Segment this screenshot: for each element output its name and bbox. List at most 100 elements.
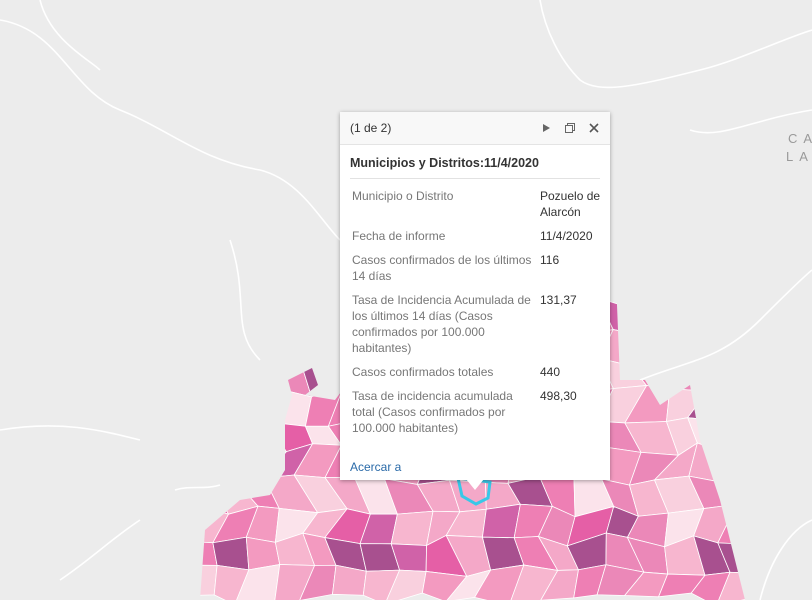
municipality bbox=[61, 475, 101, 511]
municipality bbox=[200, 352, 223, 395]
municipality bbox=[35, 328, 71, 355]
municipality bbox=[145, 446, 189, 477]
municipality bbox=[56, 510, 101, 541]
municipality bbox=[743, 417, 745, 457]
municipality bbox=[67, 565, 102, 600]
municipality bbox=[207, 415, 251, 458]
municipality bbox=[59, 413, 102, 455]
popup-title: Municipios y Distritos:11/4/2020 bbox=[350, 156, 600, 179]
attribute-row: Tasa de incidencia acumulada total (Caso… bbox=[348, 385, 606, 441]
municipality bbox=[152, 565, 188, 600]
municipality bbox=[200, 540, 218, 566]
municipality bbox=[756, 362, 791, 390]
municipality bbox=[690, 571, 731, 600]
municipality bbox=[147, 294, 195, 326]
attribute-value: 131,37 bbox=[540, 293, 577, 307]
municipality bbox=[117, 540, 160, 567]
attribute-value: 498,30 bbox=[540, 389, 577, 403]
municipality bbox=[299, 322, 344, 365]
zoom-to-link[interactable]: Acercar a bbox=[350, 460, 402, 474]
municipality bbox=[36, 395, 74, 417]
municipality bbox=[60, 354, 101, 395]
municipality bbox=[782, 573, 812, 600]
municipality bbox=[146, 355, 195, 394]
municipality bbox=[209, 294, 258, 338]
municipality bbox=[146, 325, 195, 357]
municipality bbox=[241, 353, 277, 394]
municipality bbox=[774, 474, 812, 515]
attribute-row: Fecha de informe 11/4/2020 bbox=[348, 225, 606, 249]
municipality bbox=[655, 295, 696, 328]
municipality bbox=[56, 535, 101, 570]
municipality bbox=[686, 384, 727, 422]
attribute-label: Casos confirmados totales bbox=[352, 365, 494, 379]
municipality bbox=[481, 503, 521, 539]
municipality bbox=[806, 573, 812, 595]
municipality bbox=[24, 565, 79, 600]
municipality bbox=[200, 324, 220, 356]
municipality bbox=[87, 358, 139, 391]
municipality bbox=[294, 293, 344, 333]
municipality bbox=[774, 447, 812, 479]
municipality bbox=[61, 455, 101, 483]
municipality bbox=[241, 294, 289, 337]
municipality bbox=[114, 357, 164, 391]
popup-pointer bbox=[466, 479, 484, 490]
municipality bbox=[2, 445, 40, 486]
municipality bbox=[720, 384, 745, 422]
municipality bbox=[27, 475, 65, 510]
municipality bbox=[666, 388, 709, 423]
municipality bbox=[59, 300, 101, 335]
selected-municipality bbox=[456, 476, 492, 506]
municipality bbox=[207, 388, 258, 421]
municipality bbox=[721, 359, 745, 387]
municipality bbox=[744, 453, 745, 484]
municipality bbox=[60, 330, 101, 360]
attribute-label: Tasa de Incidencia Acumulada de los últi… bbox=[352, 293, 531, 355]
municipality bbox=[715, 571, 745, 600]
dock-button[interactable] bbox=[564, 122, 576, 134]
municipality bbox=[93, 444, 132, 483]
attribute-value: Pozuelo de Alarcón bbox=[540, 189, 601, 219]
municipality bbox=[87, 565, 131, 597]
municipality bbox=[200, 564, 218, 597]
municipality bbox=[234, 563, 281, 600]
municipality bbox=[84, 299, 131, 335]
map-label: LA bbox=[786, 149, 812, 164]
attribute-row: Casos confirmados totales 440 bbox=[348, 361, 606, 385]
municipality bbox=[688, 442, 738, 484]
municipality bbox=[779, 359, 812, 390]
municipality bbox=[474, 564, 525, 600]
municipality bbox=[2, 478, 45, 509]
municipality bbox=[720, 298, 745, 336]
municipality bbox=[23, 533, 79, 574]
municipality bbox=[7, 571, 36, 600]
municipality bbox=[779, 324, 812, 367]
municipality bbox=[200, 415, 217, 449]
attribute-table: Municipio o Distrito Pozuelo de Alarcón Fe… bbox=[348, 185, 606, 441]
popup-header: (1 de 2) bbox=[340, 112, 610, 145]
municipality bbox=[785, 383, 812, 423]
municipality bbox=[623, 304, 679, 335]
municipality bbox=[721, 332, 745, 363]
municipality bbox=[754, 296, 789, 335]
municipality bbox=[36, 414, 76, 455]
municipality bbox=[748, 573, 798, 600]
municipality bbox=[200, 388, 223, 418]
municipality bbox=[723, 482, 745, 505]
municipality bbox=[659, 358, 709, 392]
municipality bbox=[59, 384, 101, 416]
municipality bbox=[785, 420, 812, 455]
municipality bbox=[87, 329, 131, 360]
municipality bbox=[145, 477, 196, 513]
municipality bbox=[756, 335, 789, 367]
close-button[interactable] bbox=[588, 122, 600, 134]
attribute-label: Municipio o Distrito bbox=[352, 189, 454, 203]
municipality bbox=[204, 333, 258, 355]
municipality bbox=[113, 444, 167, 477]
municipality bbox=[0, 533, 36, 574]
next-button[interactable] bbox=[540, 122, 552, 134]
municipality bbox=[27, 456, 75, 486]
municipality bbox=[209, 447, 251, 487]
